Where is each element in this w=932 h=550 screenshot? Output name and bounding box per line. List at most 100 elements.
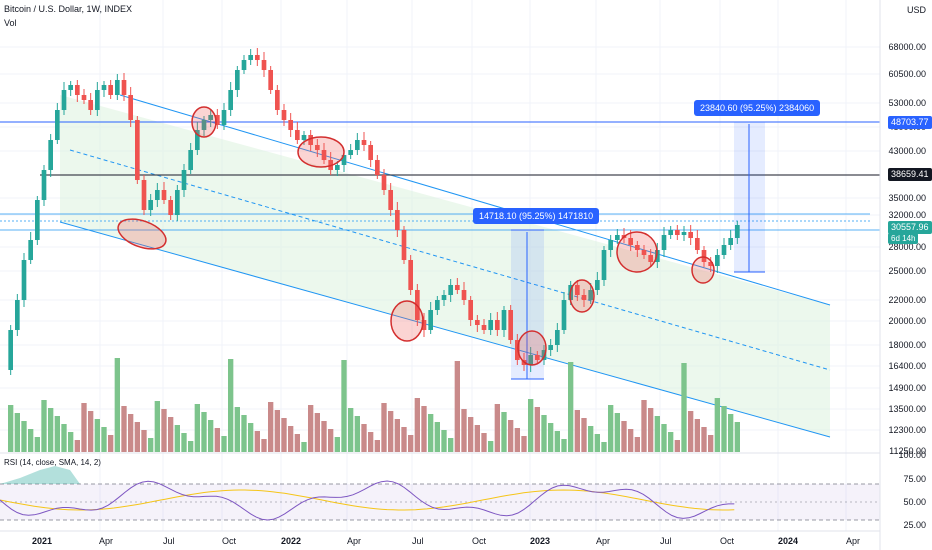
- candle-body: [588, 290, 593, 300]
- candle-body: [348, 150, 353, 155]
- price-tick: 13500.00: [888, 404, 926, 414]
- measure-label-2[interactable]: 23840.60 (95.25%) 2384060: [694, 100, 821, 116]
- time-label: Apr: [846, 536, 861, 546]
- volume-bar: [421, 406, 427, 452]
- volume-bar: [508, 420, 514, 452]
- candle-body: [688, 232, 693, 238]
- volume-bar: [721, 406, 727, 452]
- volume-bar: [201, 412, 207, 452]
- volume-bar: [141, 430, 147, 452]
- volume-bar: [408, 435, 414, 452]
- candle-body: [548, 345, 553, 350]
- candle-body: [501, 310, 507, 330]
- candle-body: [635, 245, 640, 250]
- volume-bar: [461, 409, 467, 452]
- candle-body: [695, 238, 700, 250]
- volume-bar: [534, 407, 540, 452]
- highlight-ellipses: [117, 106, 715, 366]
- candle-body: [281, 110, 287, 120]
- candle-body: [428, 310, 433, 330]
- volume-bar: [8, 405, 14, 452]
- candle-body: [221, 110, 227, 125]
- volume-bar: [21, 421, 27, 452]
- candle-body: [708, 262, 713, 266]
- candle-body: [201, 120, 207, 130]
- volume-bar: [221, 436, 227, 452]
- rsi-legend[interactable]: RSI (14, close, SMA, 14, 2): [4, 458, 101, 467]
- candle-body: [735, 225, 740, 238]
- time-label: 2024: [778, 536, 799, 546]
- price-tick: 68000.00: [888, 42, 926, 52]
- candle-body: [628, 238, 633, 245]
- volume-bar: [634, 437, 640, 452]
- highlight-ellipse: [569, 279, 595, 313]
- candle-body: [601, 250, 607, 280]
- price-tick: 20000.00: [888, 316, 926, 326]
- volume-bar: [621, 421, 627, 452]
- candle-body: [488, 320, 493, 330]
- price-axis[interactable]: USD 68000.00 60500.00 53000.00 48000.00 …: [880, 0, 932, 550]
- price-tick: 53000.00: [888, 98, 926, 108]
- volume-legend[interactable]: Vol: [4, 18, 17, 28]
- rsi-tick: 75.00: [903, 474, 926, 484]
- volume-bar: [188, 441, 194, 452]
- volume-bar: [428, 414, 434, 452]
- rsi-line: [0, 480, 735, 521]
- volume-bar: [488, 441, 494, 452]
- candle-body: [95, 90, 100, 110]
- volume-bar: [588, 426, 594, 452]
- price-tick: 11250.00: [889, 446, 926, 456]
- volume-bar: [228, 359, 234, 452]
- candle-body: [561, 300, 567, 330]
- highlight-ellipse: [517, 330, 547, 366]
- time-label: 2023: [530, 536, 551, 546]
- candle-body: [581, 295, 587, 300]
- time-label: Jul: [412, 536, 424, 546]
- volume-bar: [401, 427, 407, 452]
- volume-bar: [554, 431, 560, 452]
- volume-bar: [568, 362, 574, 452]
- volume-bar: [61, 424, 67, 452]
- candle-body: [541, 350, 547, 360]
- candle-body: [28, 240, 33, 260]
- time-label: Jul: [163, 536, 175, 546]
- candle-body: [115, 80, 120, 95]
- volume-bar: [688, 411, 694, 452]
- volume-bar: [734, 422, 740, 452]
- candle-body: [301, 135, 307, 140]
- candle-body: [575, 285, 580, 295]
- volume-bar: [34, 437, 40, 452]
- rsi-tick: 25.00: [903, 520, 926, 530]
- volume-bar: [268, 402, 274, 452]
- rsi-overbought-fill: [0, 466, 80, 484]
- volume-bar: [14, 413, 20, 452]
- volume-bar: [88, 411, 94, 452]
- candle-body: [228, 90, 233, 110]
- rsi-tick: 100.00: [898, 450, 926, 460]
- price-tick: 43000.00: [888, 146, 926, 156]
- candle-body: [215, 115, 220, 125]
- rsi-ma-line: [0, 489, 735, 511]
- volume-bar: [661, 424, 667, 452]
- highlight-ellipse: [117, 218, 167, 250]
- candle-body: [88, 100, 93, 110]
- measure-label-1[interactable]: 14718.10 (95.25%) 1471810: [473, 208, 600, 224]
- regression-channel-fill: [60, 95, 830, 437]
- volume-bar: [128, 414, 134, 452]
- time-label: Oct: [472, 536, 487, 546]
- channel-midline: [69, 149, 831, 371]
- volume-bar: [314, 413, 320, 452]
- highlight-ellipse: [691, 256, 715, 284]
- volume-bar: [454, 361, 460, 452]
- highlight-ellipse: [616, 231, 658, 273]
- volume-bar: [361, 424, 367, 452]
- price-tag-last: 30557.96: [888, 221, 932, 234]
- volume-bar: [574, 410, 580, 452]
- candle-body: [368, 145, 373, 160]
- symbol-title[interactable]: Bitcoin / U.S. Dollar, 1W, INDEX: [4, 4, 133, 14]
- volume-bar: [101, 427, 107, 452]
- candle-body: [401, 230, 407, 260]
- candle-body: [535, 355, 540, 360]
- price-tag-level-mid: 38659.41: [888, 168, 932, 181]
